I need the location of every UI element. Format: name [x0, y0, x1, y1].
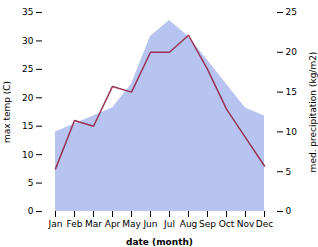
svg-text:Sep: Sep	[199, 219, 216, 229]
svg-text:15: 15	[22, 121, 33, 131]
svg-text:20: 20	[22, 93, 34, 103]
svg-text:20: 20	[286, 47, 298, 57]
svg-text:med. precipitation (kg/m2): med. precipitation (kg/m2)	[308, 52, 318, 173]
svg-text:10: 10	[22, 150, 34, 160]
svg-text:Mar: Mar	[85, 219, 102, 229]
svg-text:Jun: Jun	[142, 219, 157, 229]
svg-text:Aug: Aug	[180, 219, 198, 229]
svg-text:35: 35	[22, 7, 33, 17]
svg-text:max temp (C): max temp (C)	[2, 81, 12, 143]
svg-text:5: 5	[28, 178, 34, 188]
svg-text:Apr: Apr	[105, 219, 121, 229]
svg-text:0: 0	[286, 206, 292, 216]
svg-text:0: 0	[28, 206, 34, 216]
svg-text:5: 5	[286, 167, 292, 177]
svg-text:25: 25	[286, 7, 297, 17]
svg-text:date (month): date (month)	[126, 237, 193, 247]
svg-text:Feb: Feb	[67, 219, 83, 229]
svg-text:30: 30	[22, 36, 34, 46]
svg-text:Jan: Jan	[48, 219, 63, 229]
svg-text:Jul: Jul	[163, 219, 175, 229]
svg-text:10: 10	[286, 127, 298, 137]
svg-text:25: 25	[22, 64, 33, 74]
svg-text:Dec: Dec	[256, 219, 273, 229]
svg-text:Oct: Oct	[219, 219, 235, 229]
svg-text:May: May	[122, 219, 141, 229]
svg-text:Nov: Nov	[237, 219, 255, 229]
svg-text:15: 15	[286, 87, 297, 97]
